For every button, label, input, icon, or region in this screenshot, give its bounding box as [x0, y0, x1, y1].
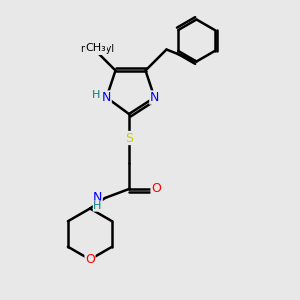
Text: CH₃: CH₃ — [85, 43, 106, 53]
Text: O: O — [151, 182, 161, 196]
Text: O: O — [85, 253, 95, 266]
Text: H: H — [93, 201, 102, 211]
Text: methyl: methyl — [80, 44, 115, 55]
Text: N: N — [93, 191, 102, 205]
Text: N: N — [102, 91, 111, 104]
Text: S: S — [125, 131, 133, 145]
Text: N: N — [150, 91, 159, 104]
Text: H: H — [92, 89, 100, 100]
